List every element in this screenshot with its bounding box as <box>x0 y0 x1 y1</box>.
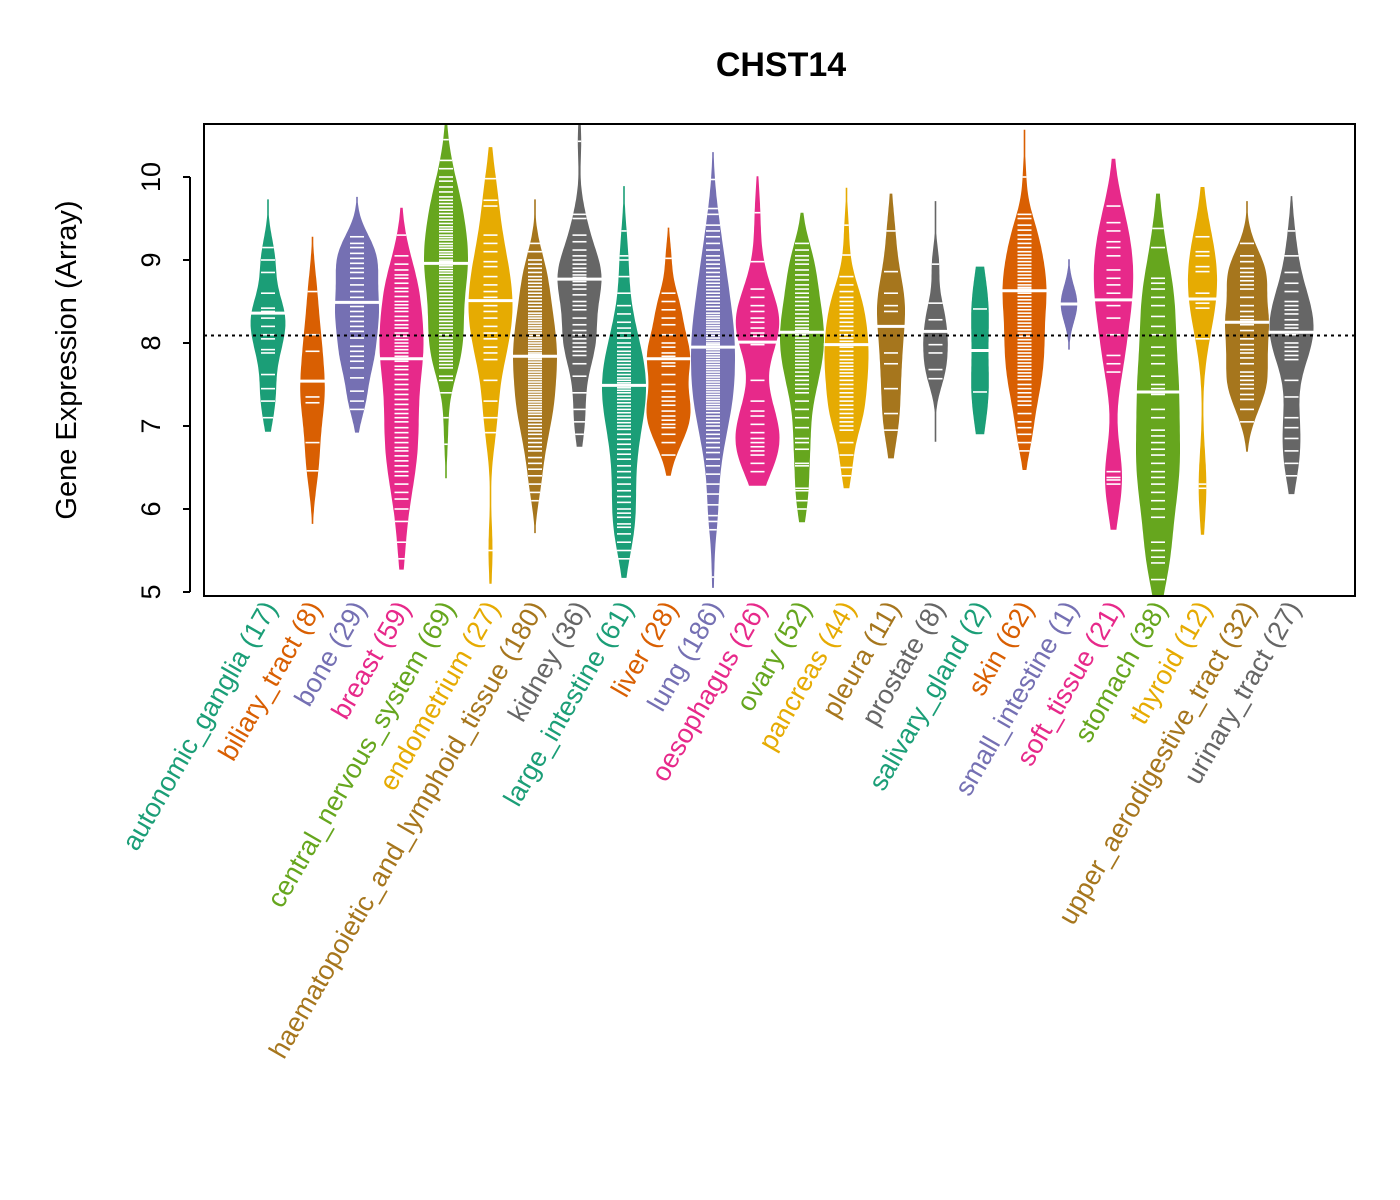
y-tick-label: 6 <box>136 501 166 516</box>
violin-pancreas <box>823 187 870 489</box>
violin-shape <box>468 147 513 584</box>
violin-shape <box>1225 201 1269 452</box>
y-tick-label: 7 <box>136 418 166 433</box>
violin-liver <box>645 227 692 476</box>
x-axis-labels: autonomic_ganglia (17)biliary_tract (8)b… <box>116 596 1307 1063</box>
violin-haematopoietic-and-lymphoid-tissue <box>512 199 558 534</box>
violin-shape <box>735 176 780 486</box>
violin-oesophagus <box>735 176 780 486</box>
violin-bone <box>334 196 380 433</box>
violin-stomach <box>1135 193 1181 596</box>
plot-frame <box>203 123 1356 597</box>
violin-shape <box>923 201 948 442</box>
violin-endometrium <box>467 147 514 584</box>
violin-shape <box>1093 158 1134 530</box>
violin-lung <box>690 152 736 588</box>
violin-pleura <box>876 193 906 459</box>
violin-large-intestine <box>601 186 647 578</box>
violin-central-nervous-system <box>423 124 469 479</box>
violin-small-intestine <box>1059 259 1079 350</box>
y-axis-label: Gene Expression (Array) <box>51 200 83 519</box>
y-axis: 5 6 7 8 9 10 <box>136 162 191 600</box>
violin-shape <box>513 199 557 534</box>
violin-soft-tissue <box>1093 158 1134 530</box>
violin-urinary-tract <box>1268 196 1315 495</box>
violin-biliary-tract <box>299 236 326 524</box>
y-tick-label: 9 <box>136 252 166 267</box>
violin-ovary <box>779 212 825 523</box>
violin-thyroid <box>1187 187 1218 535</box>
violin-autonomic-ganglia <box>250 199 286 432</box>
violin-shape <box>379 207 424 570</box>
violin-shape <box>602 186 646 578</box>
y-tick-label: 8 <box>136 335 166 350</box>
violin-kidney <box>556 124 603 447</box>
violin-shape <box>335 196 379 433</box>
violin-salivary-gland <box>970 266 990 435</box>
chart-title: CHST14 <box>716 46 846 84</box>
violin-upper-aerodigestive-tract <box>1224 201 1270 452</box>
violin-shape <box>1187 187 1218 535</box>
violin-breast <box>379 207 424 570</box>
violin-shape <box>1269 196 1314 495</box>
violin-prostate <box>922 201 949 442</box>
violin-shape <box>646 227 691 476</box>
violins-layer <box>250 124 1315 596</box>
y-tick-label: 5 <box>136 584 166 599</box>
y-tick-label: 10 <box>136 162 166 192</box>
violin-skin <box>1001 129 1048 470</box>
violin-shape <box>250 199 286 432</box>
